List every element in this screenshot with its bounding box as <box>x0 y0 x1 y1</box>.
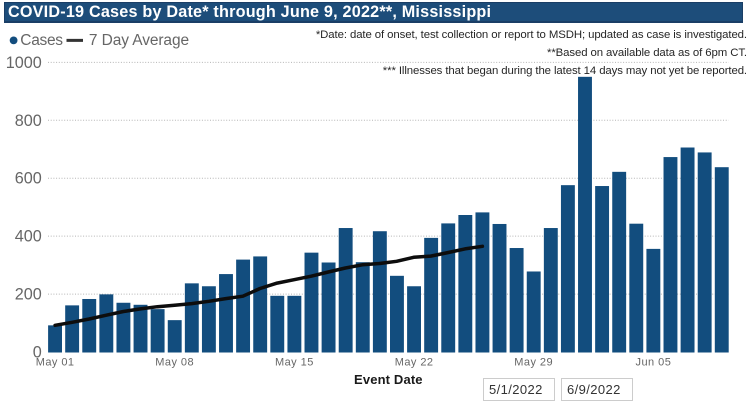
svg-text:May 29: May 29 <box>514 357 553 369</box>
svg-text:May 22: May 22 <box>395 357 434 369</box>
svg-text:May 15: May 15 <box>275 357 314 369</box>
svg-text:May 01: May 01 <box>36 357 75 369</box>
svg-text:0: 0 <box>33 344 42 362</box>
svg-text:Cases: Cases <box>20 32 63 49</box>
svg-text:800: 800 <box>15 112 42 130</box>
svg-text:May 08: May 08 <box>155 357 194 369</box>
svg-text:400: 400 <box>15 228 42 246</box>
svg-text:200: 200 <box>15 286 42 304</box>
svg-text:Jun 05: Jun 05 <box>636 357 672 369</box>
svg-text:7 Day Average: 7 Day Average <box>89 32 189 49</box>
svg-text:600: 600 <box>15 170 42 188</box>
svg-text:1000: 1000 <box>6 54 42 72</box>
